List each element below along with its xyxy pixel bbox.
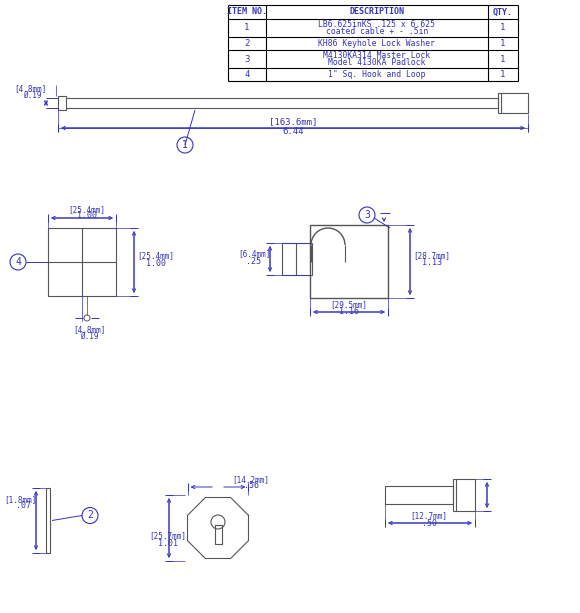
Text: .56: .56	[244, 481, 259, 490]
Text: [6.4mm]: [6.4mm]	[238, 249, 270, 259]
Text: [25.4mm]: [25.4mm]	[68, 205, 106, 215]
Text: 1.01: 1.01	[158, 538, 178, 547]
Bar	[453, 479, 475, 511]
Text: 1: 1	[501, 70, 506, 79]
Text: .07: .07	[16, 501, 31, 511]
Text: [25.7mm]: [25.7mm]	[150, 531, 187, 541]
Text: [12.7mm]: [12.7mm]	[411, 511, 448, 520]
Text: 1: 1	[501, 39, 506, 48]
Bar	[58, 96, 66, 110]
Bar	[498, 93, 528, 113]
Text: 2: 2	[244, 39, 249, 48]
Text: [25.4mm]: [25.4mm]	[137, 251, 175, 261]
Text: [163.6mm]: [163.6mm]	[269, 118, 317, 126]
Text: LB6.625inKS .125 x 6.625: LB6.625inKS .125 x 6.625	[318, 20, 436, 29]
Text: 1" Sq. Hook and Loop: 1" Sq. Hook and Loop	[328, 70, 426, 79]
Bar	[282, 243, 312, 275]
Text: 3: 3	[244, 55, 249, 64]
Text: 1.00: 1.00	[146, 259, 166, 267]
Text: 1.00: 1.00	[77, 211, 97, 221]
Text: [14.2mm]: [14.2mm]	[233, 476, 270, 484]
Text: 1.16: 1.16	[339, 308, 359, 316]
Text: 4: 4	[244, 70, 249, 79]
Bar	[48, 228, 116, 296]
Bar	[385, 486, 453, 504]
Text: 6.44: 6.44	[282, 126, 304, 135]
Text: Model 4130KA Padlock: Model 4130KA Padlock	[328, 58, 426, 67]
Text: .25: .25	[246, 256, 262, 265]
Text: Ø.19: Ø.19	[80, 332, 98, 340]
Text: 4: 4	[15, 257, 21, 267]
Text: [4.8mm]: [4.8mm]	[14, 85, 46, 94]
Text: Ø.19: Ø.19	[23, 91, 41, 99]
Text: coated cable + - .5in: coated cable + - .5in	[326, 28, 428, 36]
Text: DESCRIPTION: DESCRIPTION	[350, 7, 404, 17]
Text: ITEM NO.: ITEM NO.	[227, 7, 267, 17]
Text: [4.8mm]: [4.8mm]	[73, 326, 105, 335]
Text: 1: 1	[244, 23, 249, 32]
Bar	[46, 488, 50, 553]
Text: M4130KA314 Master Lock: M4130KA314 Master Lock	[324, 51, 430, 60]
Text: 1: 1	[182, 140, 188, 150]
Text: .50: .50	[422, 519, 437, 528]
Text: 1: 1	[501, 23, 506, 32]
Text: 2: 2	[87, 511, 93, 520]
Text: [1.8mm]: [1.8mm]	[4, 495, 36, 504]
Text: 1.13: 1.13	[422, 258, 442, 267]
Text: KH86 Keyhole Lock Washer: KH86 Keyhole Lock Washer	[318, 39, 436, 48]
Text: 1: 1	[501, 55, 506, 64]
Text: [29.5mm]: [29.5mm]	[331, 300, 368, 310]
Text: QTY.: QTY.	[493, 7, 513, 17]
Text: [28.7mm]: [28.7mm]	[414, 251, 451, 260]
Text: 3: 3	[364, 210, 370, 220]
Bar	[310, 225, 388, 298]
